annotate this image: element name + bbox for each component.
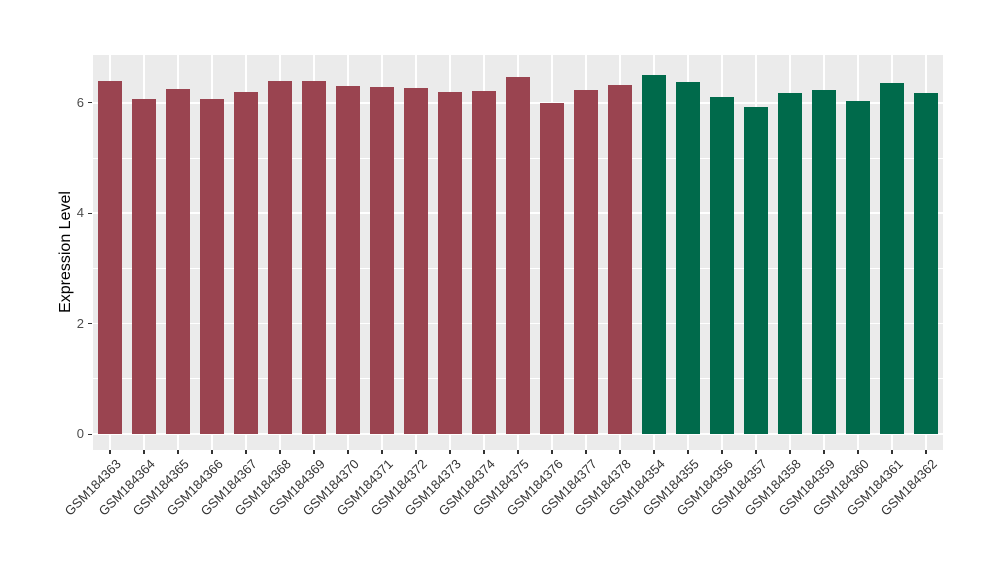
x-tick-mark-GSM184355	[687, 450, 689, 454]
x-tick-mark-GSM184376	[551, 450, 553, 454]
y-tick-mark-0	[88, 433, 92, 435]
bar-GSM184375	[506, 77, 530, 434]
bar-GSM184367	[234, 91, 258, 434]
x-tick-mark-GSM184365	[177, 450, 179, 454]
bar-GSM184360	[846, 100, 870, 434]
bar-GSM184363	[98, 80, 122, 434]
x-tick-mark-GSM184378	[619, 450, 621, 454]
bar-GSM184364	[132, 98, 156, 434]
bar-GSM184376	[540, 103, 564, 434]
bar-GSM184371	[370, 86, 394, 434]
y-tick-label-4: 4	[76, 205, 84, 221]
x-tick-mark-GSM184362	[925, 450, 927, 454]
x-tick-mark-GSM184363	[109, 450, 111, 454]
bar-GSM184373	[438, 92, 462, 434]
bar-GSM184369	[302, 80, 326, 434]
bar-GSM184374	[472, 91, 496, 434]
bar-GSM184362	[914, 93, 938, 434]
bar-GSM184366	[200, 98, 224, 434]
x-tick-mark-GSM184367	[245, 450, 247, 454]
bar-GSM184357	[744, 106, 768, 434]
bar-GSM184356	[710, 96, 734, 434]
x-tick-mark-GSM184375	[517, 450, 519, 454]
y-tick-mark-4	[88, 212, 92, 214]
x-tick-mark-GSM184361	[891, 450, 893, 454]
y-tick-mark-6	[88, 102, 92, 104]
bar-GSM184365	[166, 89, 190, 434]
bar-GSM184368	[268, 80, 292, 434]
x-tick-mark-GSM184364	[143, 450, 145, 454]
bar-GSM184370	[336, 85, 360, 434]
bar-GSM184354	[642, 75, 666, 434]
y-tick-label-2: 2	[76, 315, 84, 331]
x-tick-mark-GSM184359	[823, 450, 825, 454]
x-tick-mark-GSM184373	[449, 450, 451, 454]
x-tick-mark-GSM184356	[721, 450, 723, 454]
bar-GSM184358	[778, 93, 802, 434]
bar-GSM184355	[676, 82, 700, 434]
bar-GSM184359	[812, 89, 836, 434]
x-tick-mark-GSM184357	[755, 450, 757, 454]
plot-panel	[93, 55, 943, 450]
x-tick-mark-GSM184354	[653, 450, 655, 454]
x-tick-mark-GSM184368	[279, 450, 281, 454]
x-tick-mark-GSM184360	[857, 450, 859, 454]
y-tick-label-0: 0	[76, 426, 84, 441]
x-tick-mark-GSM184369	[313, 450, 315, 454]
y-tick-mark-2	[88, 323, 92, 325]
x-tick-mark-GSM184366	[211, 450, 213, 454]
bar-GSM184378	[608, 85, 632, 434]
bar-GSM184377	[574, 89, 598, 434]
bar-GSM184361	[880, 82, 904, 434]
x-tick-mark-GSM184377	[585, 450, 587, 454]
bar-GSM184372	[404, 88, 428, 434]
x-tick-mark-GSM184371	[381, 450, 383, 454]
y-tick-label-6: 6	[76, 94, 84, 110]
x-tick-mark-GSM184370	[347, 450, 349, 454]
x-tick-mark-GSM184358	[789, 450, 791, 454]
x-tick-mark-GSM184372	[415, 450, 417, 454]
x-tick-mark-GSM184374	[483, 450, 485, 454]
